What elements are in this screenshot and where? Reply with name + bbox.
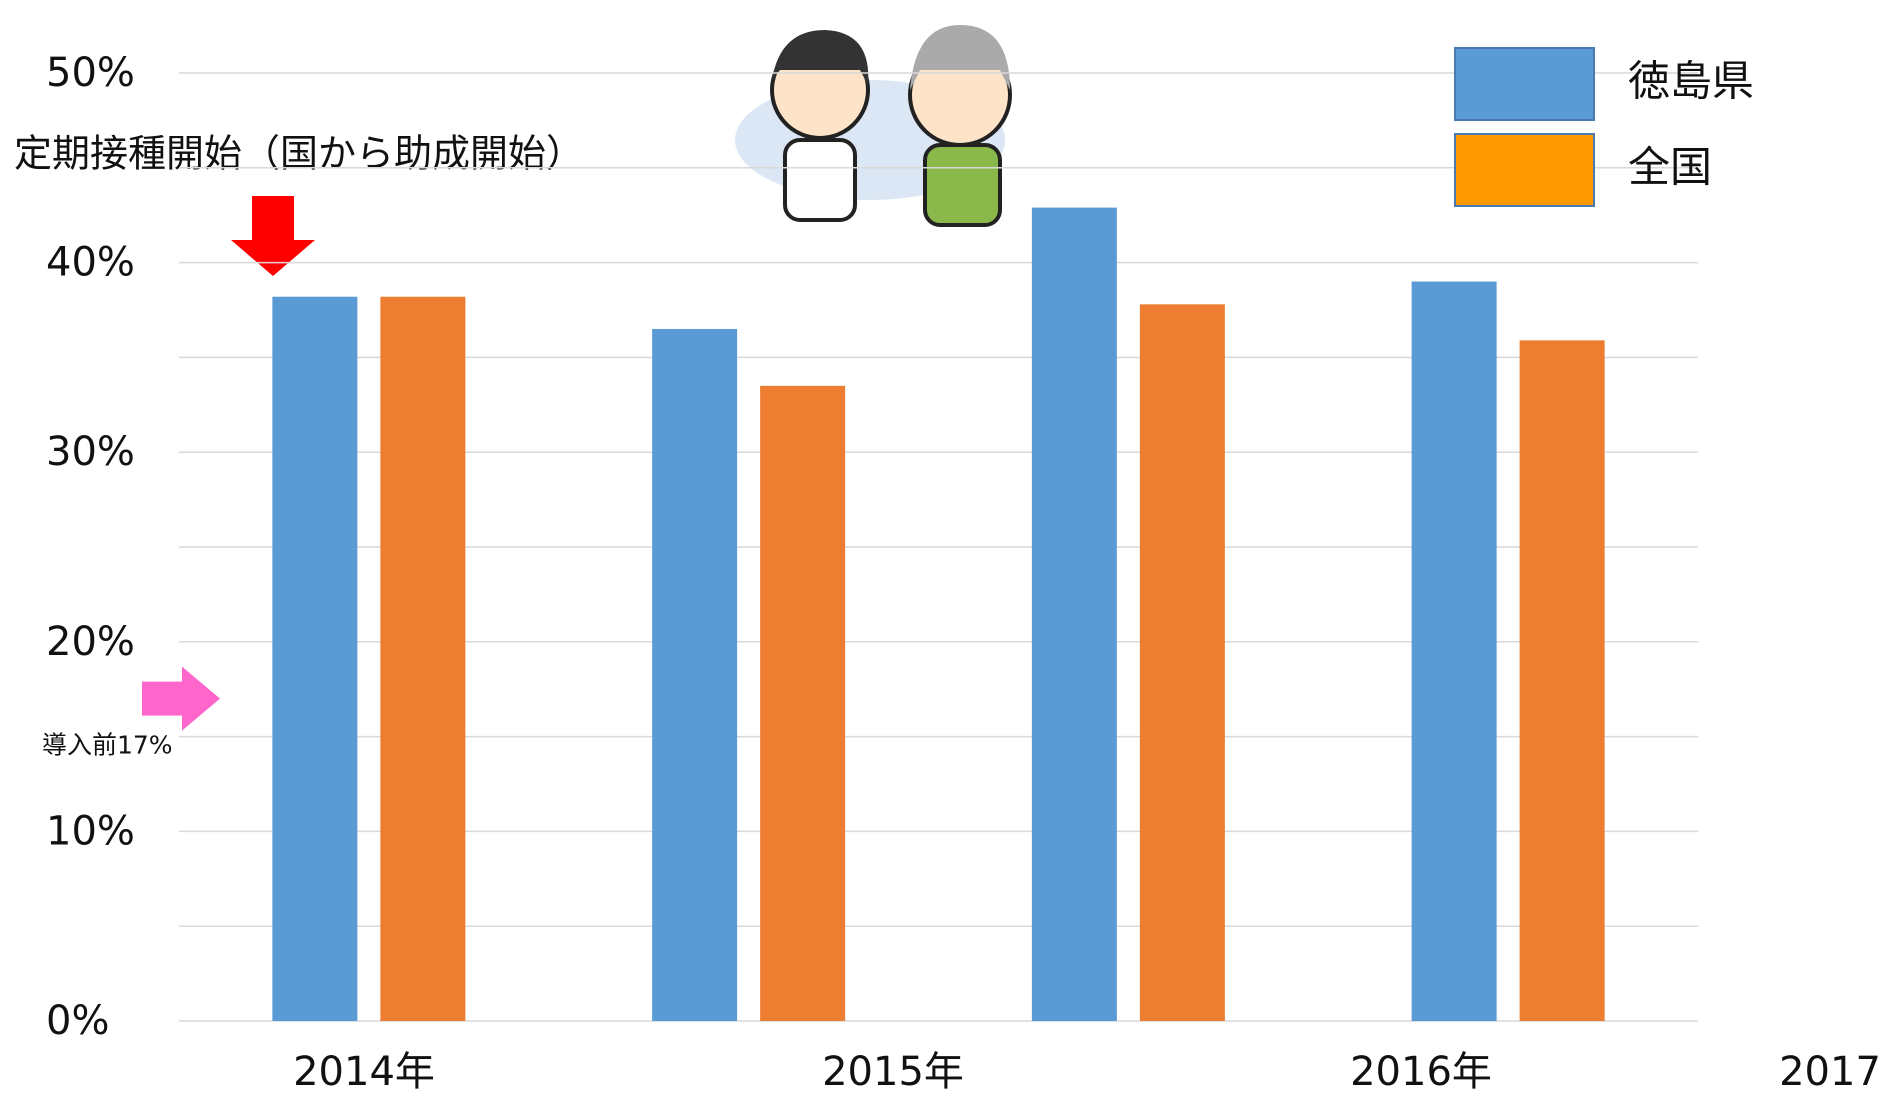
annotation: 定期接種開始（国から助成開始） (14, 132, 584, 176)
bar (1031, 207, 1117, 1022)
annotation: 導入前17% (42, 731, 173, 760)
y-tick-label: 0% (46, 998, 109, 1044)
legend-swatch (1454, 133, 1595, 207)
legend-label: 全国 (1628, 143, 1712, 192)
arrow (142, 666, 220, 731)
x-tick-label: 2016年 (1350, 1049, 1492, 1095)
y-tick-label: 30% (46, 429, 135, 475)
bar (652, 328, 738, 1022)
y-tick-label: 20% (46, 619, 135, 665)
y-tick-label: 50% (46, 50, 135, 96)
y-tick-label: 10% (46, 808, 135, 854)
bar (272, 296, 358, 1021)
arrow (231, 196, 315, 276)
legend-label: 徳島県 (1628, 57, 1754, 106)
bar (1519, 340, 1605, 1021)
legend-swatch (1454, 47, 1595, 121)
x-tick-label: 2014年 (293, 1049, 435, 1095)
bar (380, 296, 466, 1021)
x-tick-label: 2017 (1779, 1049, 1881, 1095)
x-tick-label: 2015年 (822, 1049, 964, 1095)
bar (760, 385, 846, 1022)
bar (1411, 281, 1497, 1021)
bar (1139, 304, 1225, 1021)
illustration (735, 25, 1012, 227)
y-tick-label: 40% (46, 240, 135, 286)
